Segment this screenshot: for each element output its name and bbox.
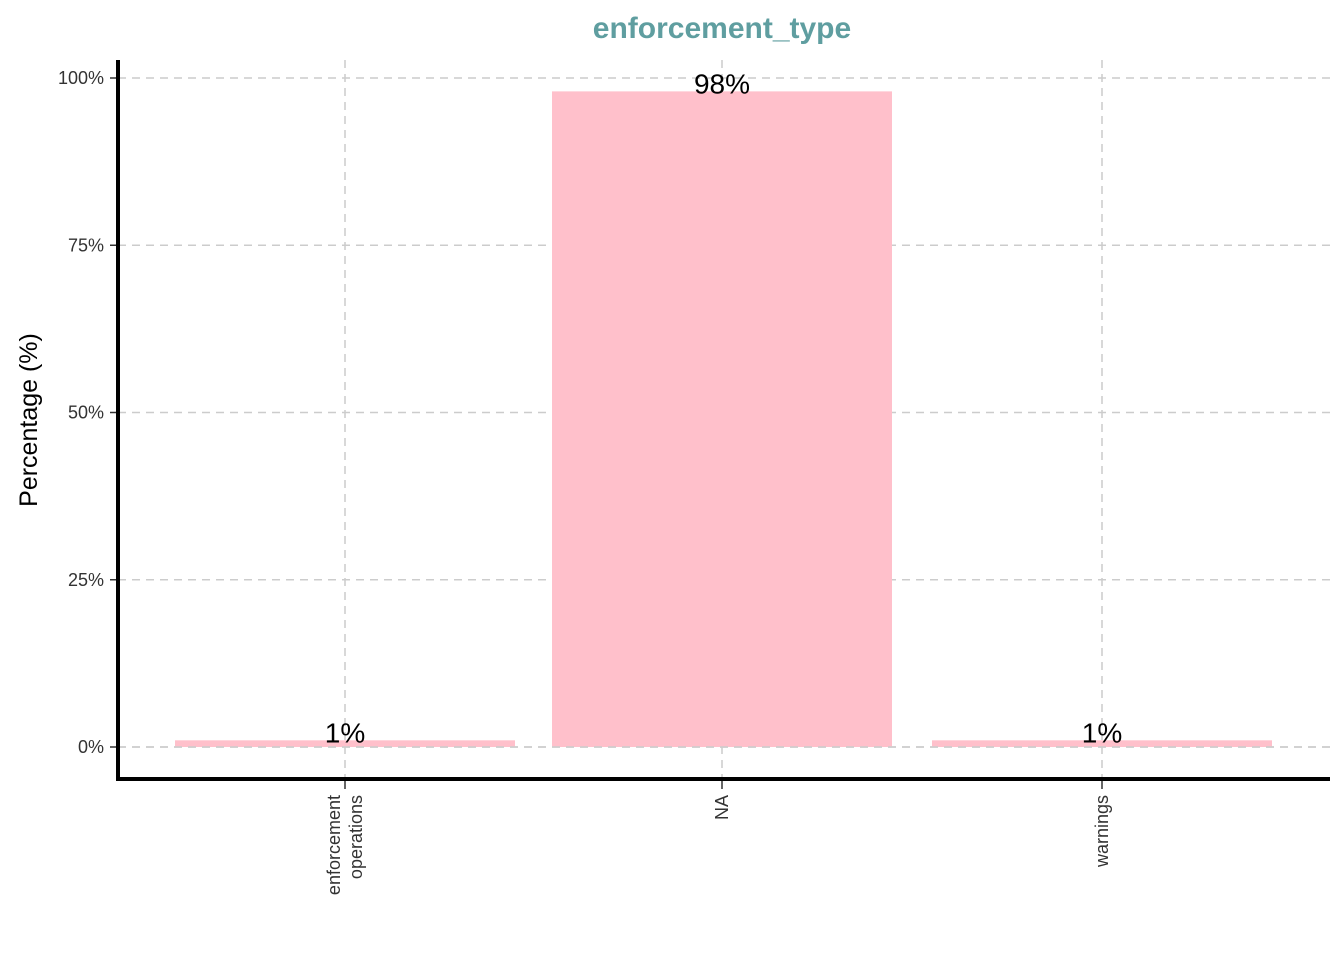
x-tick-label: enforcement xyxy=(324,795,344,895)
bar-data-label: 1% xyxy=(325,717,365,748)
bar-layer xyxy=(118,91,1330,748)
y-tick-label: 0% xyxy=(78,737,104,757)
bar xyxy=(175,740,515,747)
x-tick-label: NA xyxy=(712,795,732,820)
y-axis-label: Percentage (%) xyxy=(15,333,43,507)
bar-data-label: 98% xyxy=(694,68,750,99)
bar xyxy=(552,91,892,747)
x-tick-label: warnings xyxy=(1092,795,1112,868)
axis-layer xyxy=(110,60,1330,789)
y-tick-label: 50% xyxy=(68,403,104,423)
y-tick-label: 25% xyxy=(68,570,104,590)
y-tick-label: 100% xyxy=(58,68,104,88)
chart-title: enforcement_type xyxy=(593,12,851,45)
y-tick-label: 75% xyxy=(68,235,104,255)
x-tick-label: operations xyxy=(346,795,366,879)
label-layer: 0% 25% 50% 75% 100% 1% 98% 1% enforcement operati… xyxy=(58,68,1122,895)
bar-data-label: 1% xyxy=(1082,717,1122,748)
bar xyxy=(932,740,1272,747)
